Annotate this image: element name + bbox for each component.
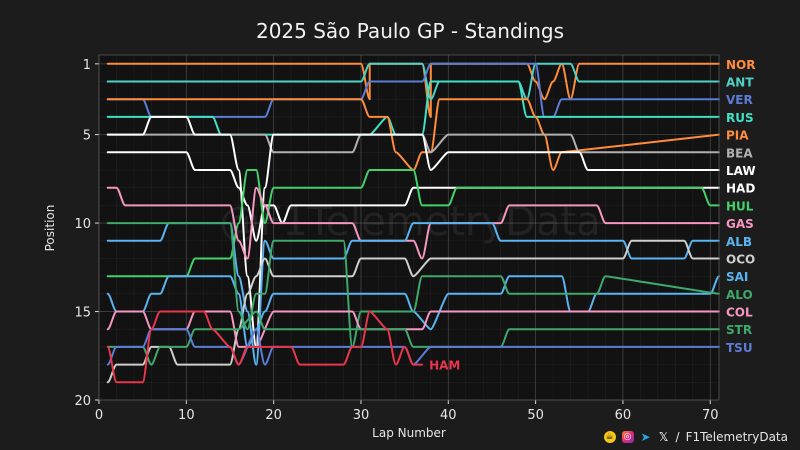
- series-label-tsu: TSU: [726, 341, 753, 355]
- x-tick-label: 0: [95, 408, 103, 423]
- series-label-pia: PIA: [726, 129, 749, 143]
- series-line-bea: [106, 133, 720, 154]
- x-axis-label: Lap Number: [372, 426, 446, 440]
- series-line-law: [106, 115, 720, 348]
- y-tick-label: 20: [74, 394, 91, 409]
- series-lines: [106, 62, 720, 384]
- series-label-had: HAD: [726, 182, 755, 196]
- series-label-alb: ALB: [726, 235, 752, 249]
- telegram-icon[interactable]: ➤: [640, 430, 651, 444]
- series-label-gas: GAS: [726, 217, 754, 231]
- footer-separator: /: [675, 430, 680, 444]
- series-line-pia: [106, 98, 720, 171]
- y-tick-label: 10: [74, 217, 91, 232]
- series-line-alb: [106, 222, 720, 366]
- ko-fi-icon[interactable]: ☕: [603, 431, 616, 443]
- x-tick-label: 50: [527, 408, 544, 423]
- plot-border: [98, 54, 720, 401]
- series-line-ver: [106, 62, 720, 118]
- instagram-icon[interactable]: ◎: [621, 431, 634, 443]
- series-line-hul: [106, 169, 720, 278]
- series-label-bea: BEA: [726, 146, 753, 160]
- series-label-alo: ALO: [726, 288, 753, 302]
- series-label-ver: VER: [726, 93, 753, 107]
- series-label-ant: ANT: [726, 76, 754, 90]
- series-label-rus: RUS: [726, 111, 754, 125]
- series-line-alo: [106, 222, 720, 348]
- chart-title: 2025 São Paulo GP - Standings: [256, 19, 564, 43]
- series-label-ham: HAM: [429, 359, 460, 373]
- series-label-nor: NOR: [726, 58, 755, 72]
- series-label-sai: SAI: [726, 270, 748, 284]
- x-tick-label: 30: [353, 408, 370, 423]
- y-tick-label: 5: [83, 129, 91, 144]
- x-tick-label: 40: [440, 408, 457, 423]
- x-tick-label: 60: [615, 408, 632, 423]
- footer-credits: ☕ ◎ ➤ 𝕏 / F1TelemetryData: [603, 429, 788, 445]
- y-axis-label: Position: [43, 205, 57, 252]
- series-label-law: LAW: [726, 164, 756, 178]
- series-label-col: COL: [726, 306, 753, 320]
- x-icon[interactable]: 𝕏: [658, 430, 669, 444]
- x-tick-label: 70: [702, 408, 719, 423]
- y-tick-label: 1: [83, 58, 91, 73]
- series-label-oco: OCO: [726, 252, 755, 266]
- series-line-ham: [106, 310, 424, 384]
- footer-handle: F1TelemetryData: [685, 430, 788, 444]
- plot-area: [99, 55, 719, 400]
- x-tick-label: 20: [265, 408, 282, 423]
- x-tick-label: 10: [178, 408, 195, 423]
- series-label-hul: HUL: [726, 199, 754, 213]
- series-label-str: STR: [726, 323, 752, 337]
- y-tick-label: 15: [74, 306, 91, 321]
- series-labels: NOR ANT VER RUS PIA BEA LAW HAD HUL GAS ALB OCO SAI A…: [429, 58, 756, 373]
